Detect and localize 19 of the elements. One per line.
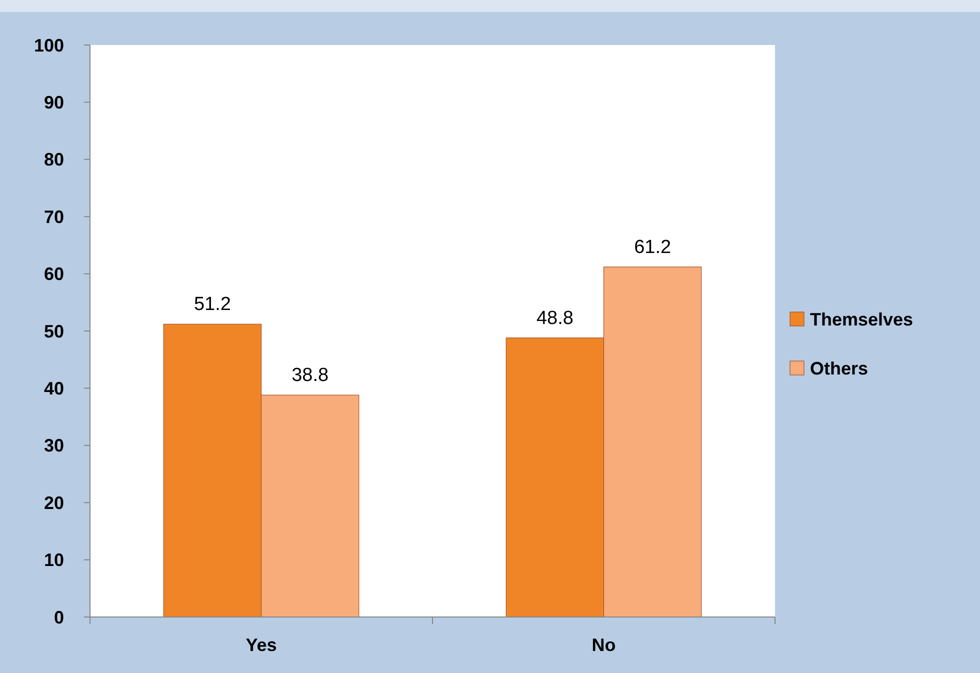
data-label: 48.8 xyxy=(536,308,574,329)
y-tick-label: 40 xyxy=(44,378,64,398)
y-tick-label: 10 xyxy=(44,550,64,570)
y-tick-label: 50 xyxy=(44,321,64,342)
legend-label: Themselves xyxy=(810,309,914,330)
y-tick-label: 0 xyxy=(54,607,64,628)
data-label: 61.2 xyxy=(634,236,672,258)
legend-label: Others xyxy=(810,358,868,378)
data-label: 38.8 xyxy=(292,365,329,386)
y-tick-label: 90 xyxy=(44,92,64,112)
x-tick-label: Yes xyxy=(246,635,277,655)
y-tick-label: 70 xyxy=(44,206,64,227)
x-tick-label: No xyxy=(592,635,616,655)
y-tick-label: 30 xyxy=(44,436,64,456)
y-tick-label: 100 xyxy=(34,35,64,56)
y-tick-label: 80 xyxy=(44,150,64,170)
data-label: 51.2 xyxy=(194,294,231,316)
y-tick-label: 60 xyxy=(44,264,64,284)
y-tick-label: 20 xyxy=(44,492,64,513)
